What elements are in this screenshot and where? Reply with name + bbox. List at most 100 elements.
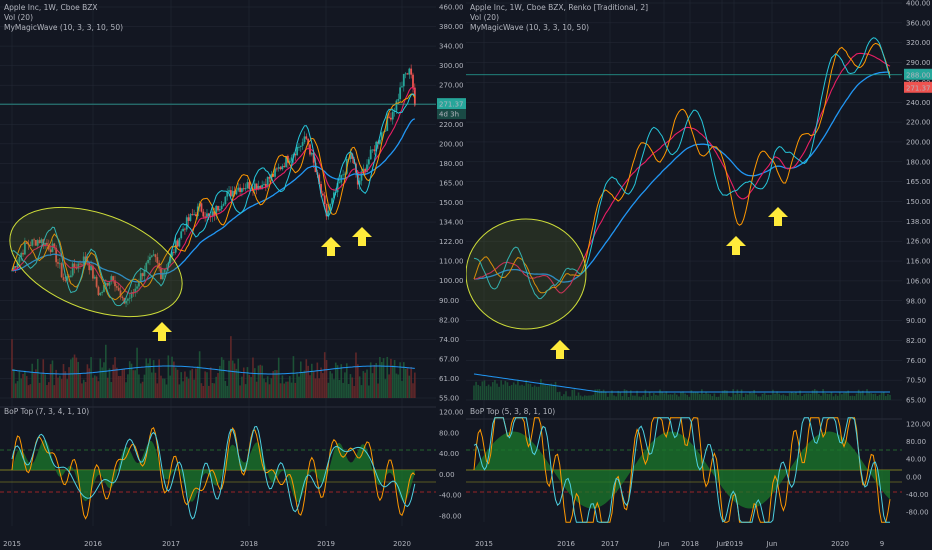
volume-bar <box>556 392 559 400</box>
volume-bar <box>548 385 551 400</box>
candle-body <box>92 265 94 279</box>
wave-mid-line <box>11 87 416 294</box>
osc-axis-label: 0.00 <box>439 471 455 479</box>
price-axis-label: 180.00 <box>906 158 931 166</box>
volume-bar <box>303 370 306 398</box>
osc-axis-label: 120.00 <box>906 421 931 429</box>
volume-bar <box>615 396 617 400</box>
volume-bar <box>11 339 13 398</box>
candle-body <box>154 254 157 258</box>
volume-bar <box>35 369 37 398</box>
volume-bar <box>287 381 289 398</box>
osc-area <box>474 431 890 509</box>
price-axis-label: 300.00 <box>439 62 464 70</box>
volume-bar <box>569 396 571 400</box>
volume-bar <box>724 390 726 400</box>
candle-body <box>80 264 83 266</box>
volume-bar <box>841 394 843 400</box>
price-axis-label: 200.00 <box>439 140 464 148</box>
volume-bar <box>242 367 245 398</box>
countdown-tag <box>437 109 466 120</box>
volume-bar <box>97 381 100 398</box>
candle-body <box>211 211 214 217</box>
time-axis-label: Jun <box>716 540 728 548</box>
wave-mid-line <box>473 52 891 294</box>
volume-bar <box>799 390 801 400</box>
volume-bar <box>114 357 116 398</box>
candle-body <box>29 245 32 246</box>
volume-bar <box>843 392 845 400</box>
volume-bar <box>123 368 126 398</box>
volume-bar <box>116 367 118 398</box>
left-chart-panel[interactable]: 460.00380.00340.00300.00270.00240.00220.… <box>0 0 466 550</box>
candle-body <box>408 68 411 75</box>
volume-bar <box>101 367 103 398</box>
volume-bar <box>510 384 513 400</box>
candle-body <box>274 168 276 177</box>
price-axis-label: 150.00 <box>439 199 464 207</box>
volume-bar <box>333 379 335 398</box>
volume-bar <box>169 375 171 398</box>
candle-body <box>371 149 374 151</box>
candle-body <box>239 187 241 192</box>
volume-bar <box>163 378 166 398</box>
candle-body <box>270 173 273 179</box>
candle-body <box>320 184 322 194</box>
volume-bar <box>521 384 523 400</box>
volume-bar <box>565 391 567 400</box>
right-chart-panel[interactable]: 400.00360.00320.00290.00260.00240.00220.… <box>466 0 932 550</box>
candle-body <box>209 215 212 217</box>
volume-bar <box>682 391 684 400</box>
volume-bar <box>250 377 252 398</box>
volume-bar <box>855 393 858 400</box>
candle-body <box>103 284 105 292</box>
volume-bar <box>686 394 689 400</box>
volume-bar <box>40 373 43 398</box>
volume-bar <box>334 362 337 398</box>
volume-bar <box>845 392 847 400</box>
volume-bar <box>529 383 532 400</box>
volume-bar <box>349 374 352 398</box>
volume-bar <box>611 390 613 400</box>
volume-bar <box>336 365 339 398</box>
price-axis-label: 82.00 <box>439 316 459 324</box>
volume-bar <box>360 385 363 398</box>
volume-bar <box>508 385 511 400</box>
time-axis-label: Jun <box>766 540 778 548</box>
volume-bar <box>832 396 835 400</box>
volume-bar <box>604 391 607 400</box>
candle-body <box>329 203 332 211</box>
candle-body <box>182 228 184 232</box>
price-axis-label: 200.00 <box>906 138 931 146</box>
volume-bar <box>742 396 745 400</box>
candle-body <box>20 252 23 257</box>
candle-body <box>285 155 287 167</box>
candle-body <box>401 86 403 88</box>
candle-body <box>12 266 15 271</box>
volume-bar <box>276 370 278 398</box>
volume-bar <box>320 367 322 398</box>
last-price-tag <box>904 68 932 80</box>
volume-bar <box>62 364 65 398</box>
volume-bar <box>345 363 348 398</box>
volume-bar <box>759 396 762 400</box>
volume-bar <box>648 392 651 400</box>
candle-body <box>112 276 115 281</box>
price-axis-label: 320.00 <box>906 39 931 47</box>
volume-bar <box>540 379 542 400</box>
candle-body <box>281 165 284 170</box>
volume-bar <box>868 391 870 400</box>
left-chart-svg[interactable]: 460.00380.00340.00300.00270.00240.00220.… <box>0 0 466 550</box>
volume-bar <box>673 393 676 400</box>
volume-bar <box>638 396 640 400</box>
volume-bar <box>379 357 381 398</box>
price-axis-label: 290.00 <box>906 59 931 67</box>
volume-bar <box>71 357 74 398</box>
volume-bar <box>209 367 212 398</box>
volume-bar <box>489 386 492 400</box>
volume-bar <box>152 360 155 398</box>
right-chart-svg[interactable]: 400.00360.00320.00290.00260.00240.00220.… <box>466 0 932 550</box>
volume-bar <box>770 394 772 400</box>
volume-bar <box>780 395 783 400</box>
candle-body <box>88 262 91 271</box>
